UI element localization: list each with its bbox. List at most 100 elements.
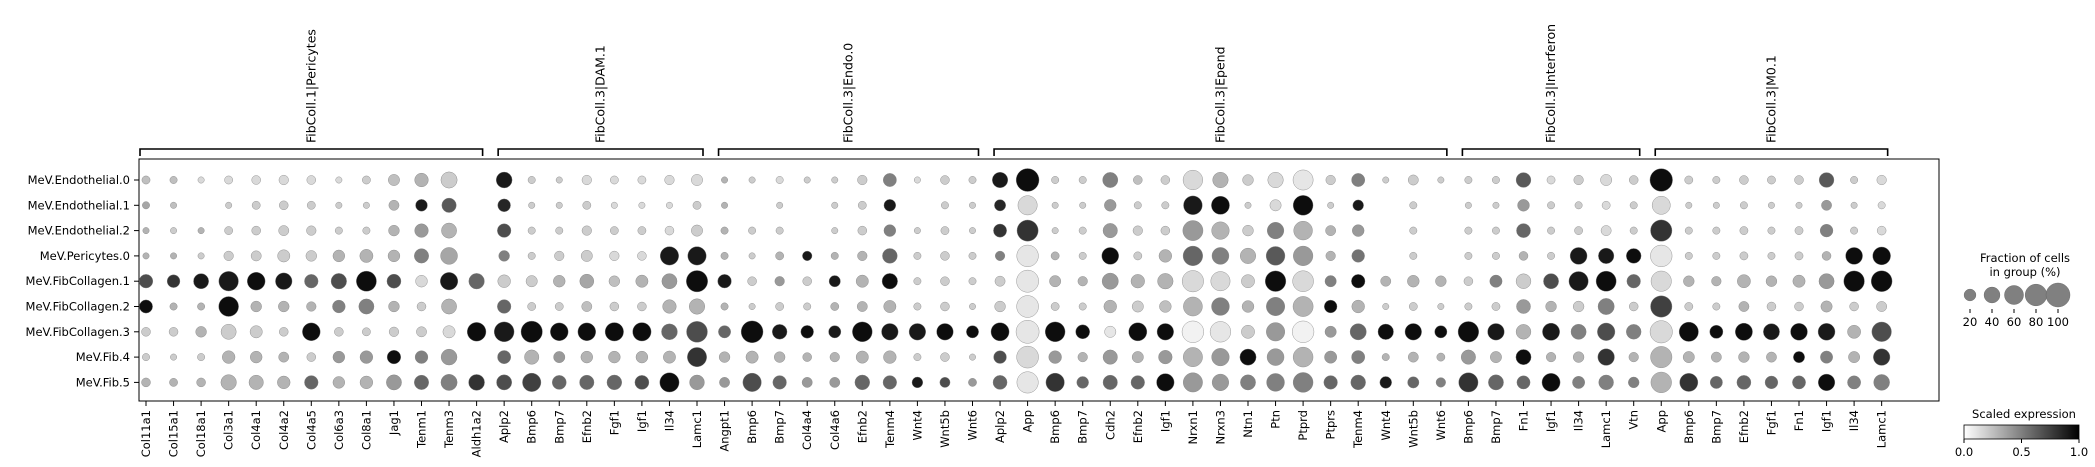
dot xyxy=(1242,174,1254,186)
dot xyxy=(1546,352,1557,363)
dot xyxy=(1269,199,1282,212)
dot xyxy=(249,325,263,339)
dot xyxy=(883,300,897,313)
row-label: MeV.Endothelial.0 xyxy=(28,173,130,187)
dot xyxy=(1569,247,1588,265)
dot xyxy=(497,299,512,314)
dot xyxy=(1711,276,1722,287)
group-label: FibColl.3|M0.1 xyxy=(1763,55,1778,143)
dot xyxy=(1265,270,1287,292)
dot xyxy=(279,327,289,337)
dot xyxy=(1017,195,1038,216)
gene-label: Fgf1 xyxy=(1764,410,1778,435)
dot xyxy=(332,249,345,263)
dot xyxy=(1740,201,1748,210)
dot xyxy=(520,320,543,343)
dot xyxy=(608,275,620,287)
dot xyxy=(442,325,456,339)
dot xyxy=(1650,244,1673,267)
dot xyxy=(1016,371,1039,394)
dot xyxy=(362,175,371,185)
dot xyxy=(720,252,729,260)
dot xyxy=(581,301,593,312)
dot xyxy=(1739,251,1749,261)
gene-label: Il34 xyxy=(662,410,676,431)
dot xyxy=(197,176,205,184)
dot xyxy=(552,375,567,390)
dot xyxy=(660,246,679,266)
dot xyxy=(1678,321,1699,342)
dot xyxy=(632,322,652,342)
dot xyxy=(993,223,1007,238)
dot xyxy=(1492,176,1500,184)
dot xyxy=(1160,175,1171,185)
dot xyxy=(1076,376,1089,389)
dot xyxy=(1793,351,1805,363)
dot xyxy=(1626,248,1642,264)
dot xyxy=(1324,275,1337,288)
gene-label: Col11a1 xyxy=(139,410,153,457)
dot xyxy=(1649,168,1673,192)
dot xyxy=(748,252,756,260)
dot xyxy=(1211,196,1230,215)
dot xyxy=(359,249,374,263)
gene-label: Bmp6 xyxy=(745,410,759,444)
dot xyxy=(1407,376,1420,389)
dot xyxy=(170,353,177,361)
dot xyxy=(388,326,399,337)
dot xyxy=(169,176,178,184)
dot xyxy=(1244,201,1252,209)
dot xyxy=(496,374,512,391)
dot xyxy=(1325,250,1336,261)
dot xyxy=(388,225,400,237)
dot xyxy=(1051,227,1059,235)
dot xyxy=(1574,201,1583,210)
gene-label: Efnb2 xyxy=(580,410,594,443)
group-bracket xyxy=(1461,148,1641,156)
row-label: MeV.FibCollagen.3 xyxy=(26,325,130,339)
dot xyxy=(1104,199,1117,212)
dot xyxy=(1211,247,1230,265)
dot xyxy=(1266,348,1285,366)
color-legend-title: Scaled expression xyxy=(1972,407,2076,421)
dot-marks xyxy=(138,168,1893,394)
dot xyxy=(1712,302,1721,311)
dot xyxy=(993,350,1007,364)
dot xyxy=(1051,201,1059,209)
group-label: FibColl.3|Epend xyxy=(1212,46,1227,143)
dot xyxy=(1016,295,1039,318)
dot xyxy=(141,327,151,337)
dot xyxy=(774,351,786,363)
dot xyxy=(1516,223,1531,238)
dot xyxy=(302,322,321,341)
dot xyxy=(1435,275,1447,287)
dot xyxy=(170,201,177,209)
dot xyxy=(1873,374,1890,391)
dot xyxy=(1351,299,1365,314)
group-label: FibColl.3|Endo.0 xyxy=(841,43,856,143)
dot xyxy=(1239,348,1257,366)
dot xyxy=(1077,276,1088,287)
dot xyxy=(1102,374,1118,390)
dot xyxy=(1161,201,1170,210)
dot xyxy=(414,350,429,364)
dot xyxy=(581,225,592,236)
dot xyxy=(1292,296,1314,317)
dot xyxy=(1876,301,1887,312)
dot xyxy=(386,273,402,289)
dot xyxy=(940,251,950,261)
dot xyxy=(250,300,262,313)
dot xyxy=(1157,273,1174,290)
dot xyxy=(388,199,400,211)
dot xyxy=(218,271,239,292)
dot xyxy=(939,377,951,388)
dot xyxy=(362,226,371,235)
dot xyxy=(1488,374,1504,391)
colorbar xyxy=(1963,424,2080,440)
dot xyxy=(525,275,538,288)
dot xyxy=(1241,300,1255,313)
dot xyxy=(278,351,290,363)
row-tick-labels: MeV.Endothelial.0 MeV.Endothelial.1 MeV.En… xyxy=(26,173,139,389)
dot xyxy=(306,225,317,236)
dot xyxy=(1434,325,1448,339)
